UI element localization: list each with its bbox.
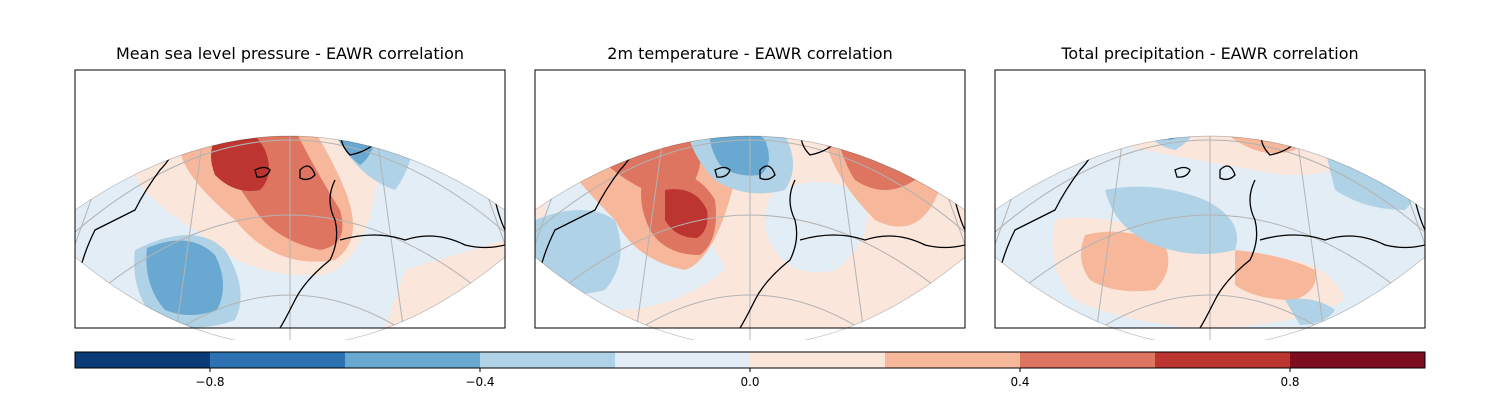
colorbar-tick-label: −0.8 (195, 375, 224, 389)
field-t2m (535, 136, 965, 340)
colorbar-frame (74, 351, 1426, 369)
colorbar-segment (615, 352, 751, 368)
panel-title-tp: Total precipitation - EAWR correlation (1061, 44, 1359, 63)
map-panel-tp (994, 69, 1426, 340)
colorbar-segment (750, 352, 886, 368)
field-mslp (75, 136, 505, 340)
map-panels (74, 69, 1426, 340)
map-panel-mslp (74, 69, 506, 340)
colorbar-segments (75, 352, 1426, 368)
colorbar-tick-label: 0.4 (1010, 375, 1029, 389)
colorbar-tick-label: −0.4 (465, 375, 494, 389)
colorbar-tick-label: 0.8 (1280, 375, 1299, 389)
colorbar-segment (480, 352, 616, 368)
panel-title-t2m: 2m temperature - EAWR correlation (607, 44, 893, 63)
colorbar-segment (1155, 352, 1291, 368)
panel-title-mslp: Mean sea level pressure - EAWR correlati… (116, 44, 464, 63)
colorbar-tick-label: 0.0 (740, 375, 759, 389)
colorbar-segment (1020, 352, 1156, 368)
colorbar-segment (345, 352, 481, 368)
map-panel-t2m (534, 69, 966, 340)
colorbar-segment (885, 352, 1021, 368)
colorbar-segment (210, 352, 346, 368)
colorbar-segment (75, 352, 211, 368)
field-tp (995, 136, 1425, 340)
colorbar-segment (1290, 352, 1426, 368)
colorbar-ticks: −0.8 −0.4 0.0 0.4 0.8 (195, 368, 1300, 389)
